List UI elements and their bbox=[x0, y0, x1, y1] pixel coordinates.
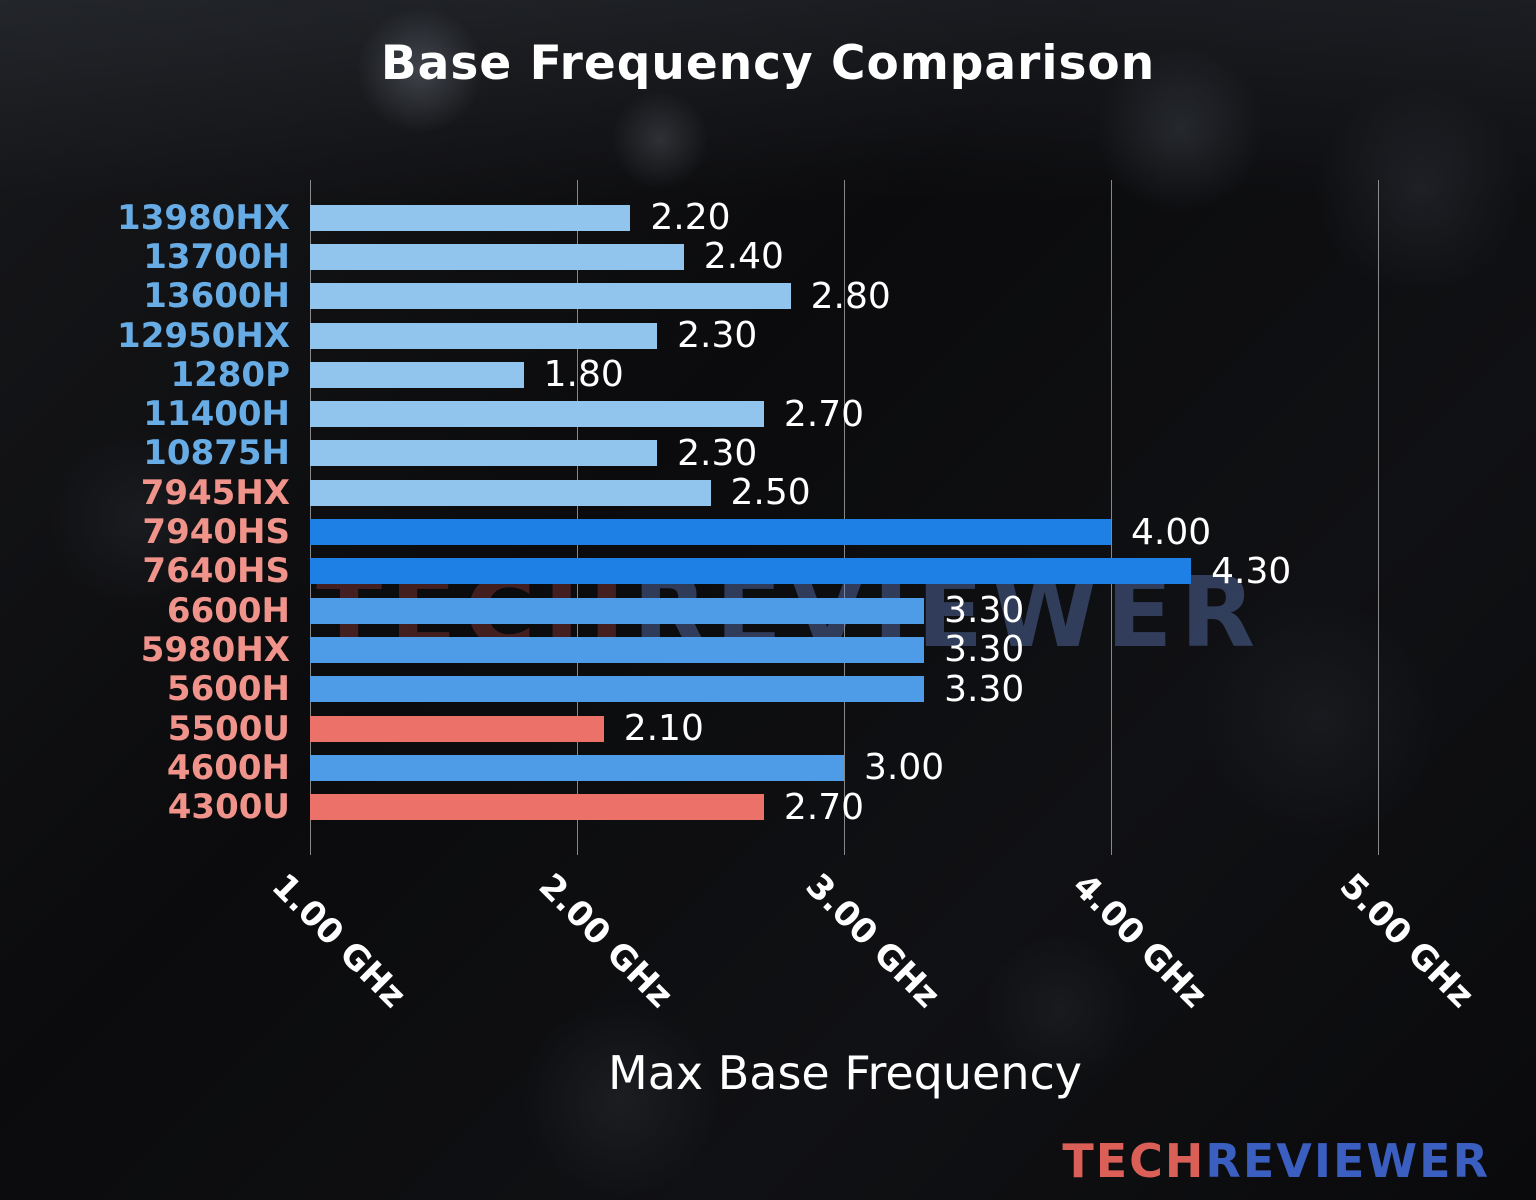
bar bbox=[310, 243, 684, 270]
value-label: 4.00 bbox=[1131, 511, 1212, 553]
category-label: 12950HX bbox=[117, 315, 290, 356]
category-label: 11400H bbox=[143, 394, 290, 435]
category-label: 5980HX bbox=[140, 629, 290, 670]
bar bbox=[310, 479, 711, 506]
value-label: 2.50 bbox=[730, 472, 811, 514]
value-label: 2.70 bbox=[783, 393, 865, 435]
category-label: 7940HS bbox=[142, 512, 290, 553]
bar bbox=[310, 715, 604, 742]
techreviewer-logo: TECHREVIEWER bbox=[1062, 1134, 1490, 1188]
bar bbox=[310, 283, 791, 310]
chart-title: Base Frequency Comparison bbox=[380, 36, 1156, 91]
value-label: 3.00 bbox=[864, 747, 945, 789]
chart-row: 7640HS 4.30 bbox=[0, 550, 1536, 592]
bar bbox=[310, 636, 925, 663]
category-label: 7640HS bbox=[142, 551, 290, 592]
bar-wrap: 2.30 bbox=[310, 432, 758, 474]
category-label: 4300U bbox=[167, 787, 290, 828]
bar bbox=[310, 361, 524, 388]
logo-reviewer: REVIEWER bbox=[1205, 1134, 1490, 1188]
value-label: 2.20 bbox=[650, 197, 731, 239]
chart-row: 13700H 2.40 bbox=[0, 236, 1536, 278]
x-tick-label: 4.00 GHz bbox=[1064, 866, 1215, 1016]
gridline bbox=[577, 180, 578, 855]
bar bbox=[310, 322, 658, 349]
bar-wrap: 2.80 bbox=[310, 275, 891, 317]
x-axis-label: Max Base Frequency bbox=[608, 1046, 1082, 1100]
logo-tech: TECH bbox=[1062, 1134, 1206, 1188]
value-label: 3.30 bbox=[944, 629, 1025, 671]
bar-wrap: 2.30 bbox=[310, 315, 758, 357]
bar-wrap: 2.70 bbox=[310, 786, 865, 828]
gridline bbox=[1378, 180, 1379, 855]
bar-wrap: 2.40 bbox=[310, 236, 784, 278]
gridline bbox=[310, 180, 311, 855]
bar-wrap: 4.00 bbox=[310, 511, 1212, 553]
chart-row: 5500U 2.10 bbox=[0, 708, 1536, 750]
value-label: 2.10 bbox=[623, 708, 704, 750]
bar bbox=[310, 204, 631, 231]
bar-wrap: 2.50 bbox=[310, 472, 811, 514]
chart-row: 4300U 2.70 bbox=[0, 786, 1536, 828]
bar-wrap: 3.30 bbox=[310, 629, 1025, 671]
chart-row: 1280P 1.80 bbox=[0, 354, 1536, 396]
bar bbox=[310, 794, 764, 821]
value-label: 2.40 bbox=[703, 236, 784, 278]
chart-row: 7940HS 4.00 bbox=[0, 511, 1536, 553]
bar bbox=[310, 440, 658, 467]
bar bbox=[310, 519, 1111, 546]
value-label: 3.30 bbox=[944, 668, 1025, 710]
value-label: 1.80 bbox=[543, 354, 624, 396]
category-label: 10875H bbox=[143, 433, 290, 474]
bar bbox=[310, 558, 1192, 585]
bar-wrap: 1.80 bbox=[310, 354, 624, 396]
bar bbox=[310, 754, 844, 781]
chart-row: 10875H 2.30 bbox=[0, 432, 1536, 474]
bar-wrap: 2.10 bbox=[310, 708, 704, 750]
bar bbox=[310, 597, 925, 624]
category-label: 6600H bbox=[166, 590, 290, 631]
plot-area bbox=[310, 180, 1490, 855]
bar-wrap: 3.00 bbox=[310, 747, 945, 789]
value-label: 4.30 bbox=[1211, 550, 1292, 592]
value-label: 2.70 bbox=[783, 786, 865, 828]
value-label: 2.30 bbox=[677, 315, 758, 357]
category-label: 1280P bbox=[170, 354, 290, 395]
chart-row: 13600H 2.80 bbox=[0, 275, 1536, 317]
value-label: 2.80 bbox=[810, 275, 891, 317]
bar bbox=[310, 401, 764, 428]
chart-row: 4600H 3.00 bbox=[0, 747, 1536, 789]
chart-rows: 13980HX 2.20 13700H 2.40 13600H 2.80 12950HX 2.… bbox=[0, 197, 1536, 828]
gridline bbox=[1111, 180, 1112, 855]
chart-row: 6600H 3.30 bbox=[0, 590, 1536, 632]
chart-row: 5980HX 3.30 bbox=[0, 629, 1536, 671]
category-label: 5500U bbox=[167, 708, 290, 749]
category-label: 4600H bbox=[166, 747, 290, 788]
category-label: 5600H bbox=[166, 669, 290, 710]
category-label: 7945HX bbox=[140, 472, 290, 513]
bar-wrap: 2.20 bbox=[310, 197, 731, 239]
bar bbox=[310, 676, 925, 703]
category-label: 13700H bbox=[143, 236, 290, 277]
x-tick-label: 5.00 GHz bbox=[1331, 866, 1482, 1016]
value-label: 2.30 bbox=[677, 432, 758, 474]
bar-wrap: 3.30 bbox=[310, 668, 1025, 710]
x-tick-label: 1.00 GHz bbox=[263, 866, 414, 1016]
x-tick-label: 2.00 GHz bbox=[530, 866, 681, 1016]
gridline bbox=[844, 180, 845, 855]
bar-wrap: 2.70 bbox=[310, 393, 865, 435]
chart-row: 13980HX 2.20 bbox=[0, 197, 1536, 239]
chart-row: 11400H 2.70 bbox=[0, 393, 1536, 435]
category-label: 13980HX bbox=[117, 197, 290, 238]
chart-row: 7945HX 2.50 bbox=[0, 472, 1536, 514]
value-label: 3.30 bbox=[944, 590, 1025, 632]
category-label: 13600H bbox=[143, 276, 290, 317]
bar-wrap: 4.30 bbox=[310, 550, 1292, 592]
chart-row: 5600H 3.30 bbox=[0, 668, 1536, 710]
chart-row: 12950HX 2.30 bbox=[0, 315, 1536, 357]
x-tick-label: 3.00 GHz bbox=[797, 866, 948, 1016]
bar-wrap: 3.30 bbox=[310, 590, 1025, 632]
